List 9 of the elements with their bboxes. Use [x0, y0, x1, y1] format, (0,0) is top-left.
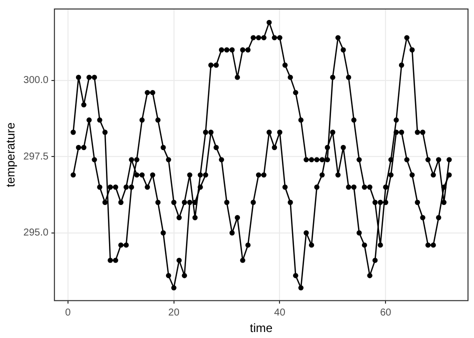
x-axis-title: time — [250, 321, 273, 336]
x-tick-label: 20 — [168, 307, 180, 318]
y-axis-title: temperature — [4, 122, 18, 188]
y-tick-label: 300.0 — [23, 75, 49, 86]
x-tick-label: 40 — [274, 307, 286, 318]
x-tick-label: 0 — [65, 307, 72, 318]
x-tick-label: 60 — [380, 307, 392, 318]
y-tick-label: 297.5 — [23, 151, 49, 162]
y-tick-label: 295.0 — [23, 228, 49, 239]
